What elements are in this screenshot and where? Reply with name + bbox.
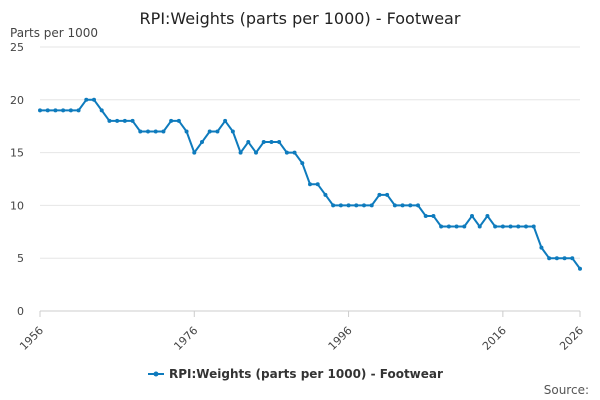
data-point[interactable] (462, 224, 467, 229)
data-point[interactable] (192, 150, 197, 155)
data-point[interactable] (99, 108, 104, 113)
data-point[interactable] (76, 108, 81, 113)
data-point[interactable] (122, 118, 127, 123)
data-point[interactable] (246, 140, 251, 145)
legend[interactable]: RPI:Weights (parts per 1000) - Footwear (148, 367, 443, 381)
x-tick-label: 2026 (557, 324, 586, 353)
data-point[interactable] (385, 192, 390, 197)
data-point[interactable] (223, 118, 228, 123)
data-point[interactable] (115, 118, 120, 123)
y-tick-label: 15 (10, 147, 24, 160)
y-tick-label: 25 (10, 41, 24, 54)
data-point[interactable] (107, 118, 112, 123)
gridlines (40, 46, 580, 312)
source-label: Source: (544, 383, 589, 397)
data-point[interactable] (53, 108, 58, 113)
data-point[interactable] (68, 108, 73, 113)
data-point[interactable] (138, 129, 143, 134)
data-point[interactable] (153, 129, 158, 134)
data-point[interactable] (539, 245, 544, 250)
data-point[interactable] (61, 108, 66, 113)
data-point[interactable] (331, 203, 336, 208)
data-point[interactable] (470, 213, 474, 218)
data-point[interactable] (439, 224, 444, 229)
data-point[interactable] (207, 129, 212, 134)
data-point[interactable] (377, 192, 382, 197)
data-point[interactable] (38, 108, 42, 113)
y-tick-label: 10 (10, 199, 24, 212)
data-point[interactable] (254, 150, 258, 155)
y-axis-label: Parts per 1000 (10, 26, 98, 40)
y-axis-ticks: 0 5 10 15 20 25 (10, 41, 24, 318)
data-point[interactable] (323, 192, 328, 197)
data-point[interactable] (176, 118, 181, 123)
data-point[interactable] (315, 182, 320, 187)
data-point[interactable] (408, 203, 413, 208)
data-point[interactable] (524, 224, 528, 229)
data-point[interactable] (300, 161, 305, 166)
data-point[interactable] (238, 150, 243, 155)
data-point[interactable] (200, 140, 204, 145)
y-tick-label: 20 (10, 94, 24, 107)
data-point[interactable] (554, 256, 559, 261)
data-point[interactable] (500, 224, 505, 229)
data-point[interactable] (45, 108, 50, 113)
data-point[interactable] (369, 203, 374, 208)
data-point[interactable] (130, 118, 135, 123)
data-point[interactable] (477, 224, 482, 229)
data-point[interactable] (277, 140, 282, 145)
data-point[interactable] (400, 203, 405, 208)
legend-marker-icon (153, 371, 159, 377)
series-layer (38, 97, 582, 271)
data-point[interactable] (230, 129, 235, 134)
data-point[interactable] (431, 213, 436, 218)
data-point[interactable] (169, 118, 174, 123)
data-point[interactable] (446, 224, 451, 229)
data-point[interactable] (485, 213, 490, 218)
data-point[interactable] (392, 203, 397, 208)
data-point[interactable] (292, 150, 297, 155)
data-point[interactable] (161, 129, 166, 134)
x-tick-label: 1956 (17, 324, 46, 353)
data-point[interactable] (261, 140, 266, 145)
chart-title: RPI:Weights (parts per 1000) - Footwear (140, 9, 461, 28)
data-point[interactable] (84, 97, 89, 102)
data-point[interactable] (362, 203, 366, 208)
data-point[interactable] (508, 224, 513, 229)
x-axis: 1956 1976 1996 2016 2026 (17, 311, 586, 353)
data-point[interactable] (146, 129, 150, 134)
y-tick-label: 5 (17, 252, 24, 265)
data-point[interactable] (454, 224, 459, 229)
data-point[interactable] (92, 97, 96, 102)
data-point[interactable] (346, 203, 351, 208)
data-point[interactable] (531, 224, 536, 229)
data-point[interactable] (338, 203, 343, 208)
data-point[interactable] (215, 129, 220, 134)
data-point[interactable] (184, 129, 189, 134)
x-tick-label: 1996 (326, 324, 355, 353)
data-point[interactable] (269, 140, 274, 145)
x-tick-label: 2016 (480, 324, 509, 353)
data-point[interactable] (308, 182, 312, 187)
data-point[interactable] (547, 256, 552, 261)
data-point[interactable] (354, 203, 359, 208)
data-point[interactable] (423, 213, 428, 218)
data-point[interactable] (493, 224, 498, 229)
data-point[interactable] (516, 224, 521, 229)
data-point[interactable] (578, 266, 582, 271)
data-point[interactable] (284, 150, 289, 155)
data-point[interactable] (562, 256, 567, 261)
legend-label: RPI:Weights (parts per 1000) - Footwear (169, 367, 443, 381)
data-point[interactable] (416, 203, 420, 208)
data-point[interactable] (570, 256, 575, 261)
y-tick-label: 0 (17, 305, 24, 318)
x-tick-label: 1976 (171, 324, 200, 353)
